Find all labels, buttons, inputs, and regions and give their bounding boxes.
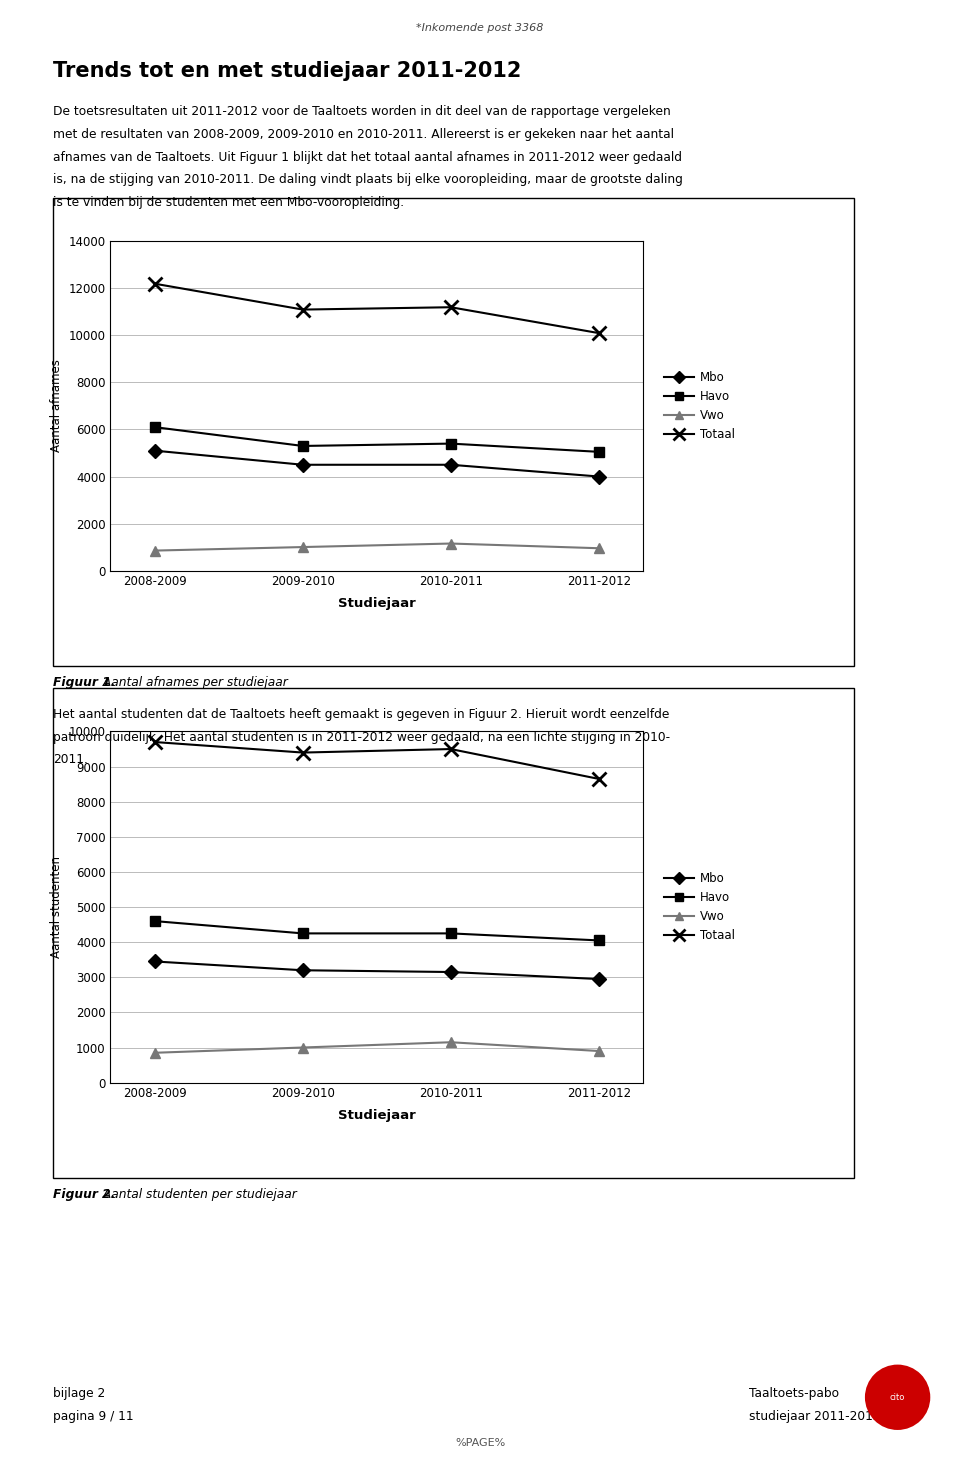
Mbo	[149, 952, 160, 970]
Totaal	[149, 733, 160, 751]
Text: %PAGE%: %PAGE%	[455, 1438, 505, 1448]
Havo	[149, 913, 160, 930]
Vwo	[149, 1045, 160, 1062]
Text: cito: cito	[890, 1393, 905, 1402]
Vwo	[149, 541, 160, 559]
Text: Aantal afnames per studiejaar: Aantal afnames per studiejaar	[99, 676, 288, 689]
X-axis label: Studiejaar: Studiejaar	[338, 1109, 416, 1122]
Mbo	[593, 970, 605, 988]
Totaal	[593, 325, 605, 342]
Vwo	[593, 540, 605, 557]
Vwo	[445, 535, 457, 553]
Text: Taaltoets-pabo: Taaltoets-pabo	[749, 1387, 839, 1400]
Vwo	[445, 1033, 457, 1050]
Text: Het aantal studenten dat de Taaltoets heeft gemaakt is gegeven in Figuur 2. Hier: Het aantal studenten dat de Taaltoets he…	[53, 708, 669, 721]
Vwo	[297, 1039, 308, 1056]
Line: Vwo: Vwo	[150, 1037, 604, 1058]
Totaal	[445, 298, 457, 316]
Text: is, na de stijging van 2010-2011. De daling vindt plaats bij elke vooropleiding,: is, na de stijging van 2010-2011. De dal…	[53, 173, 683, 186]
Text: patroon duidelijk. Het aantal studenten is in 2011-2012 weer gedaald, na een lic: patroon duidelijk. Het aantal studenten …	[53, 730, 670, 743]
Mbo	[149, 442, 160, 459]
Mbo	[445, 963, 457, 980]
Legend: Mbo, Havo, Vwo, Totaal: Mbo, Havo, Vwo, Totaal	[660, 366, 739, 446]
Mbo	[593, 468, 605, 486]
Text: met de resultaten van 2008-2009, 2009-2010 en 2010-2011. Allereerst is er gekeke: met de resultaten van 2008-2009, 2009-20…	[53, 127, 674, 140]
Line: Mbo: Mbo	[150, 957, 604, 985]
Mbo	[297, 456, 308, 474]
Havo	[593, 443, 605, 461]
Text: afnames van de Taaltoets. Uit Figuur 1 blijkt dat het totaal aantal afnames in 2: afnames van de Taaltoets. Uit Figuur 1 b…	[53, 151, 682, 164]
Text: Figuur 1.: Figuur 1.	[53, 676, 115, 689]
Vwo	[297, 538, 308, 556]
X-axis label: Studiejaar: Studiejaar	[338, 597, 416, 610]
Y-axis label: Aantal studenten: Aantal studenten	[50, 856, 63, 958]
Havo	[149, 418, 160, 436]
Text: De toetsresultaten uit 2011-2012 voor de Taaltoets worden in dit deel van de rap: De toetsresultaten uit 2011-2012 voor de…	[53, 105, 670, 119]
Havo	[445, 435, 457, 452]
Text: Figuur 2.: Figuur 2.	[53, 1188, 115, 1201]
Line: Vwo: Vwo	[150, 538, 604, 556]
Totaal	[593, 770, 605, 787]
Text: bijlage 2: bijlage 2	[53, 1387, 105, 1400]
Text: Trends tot en met studiejaar 2011-2012: Trends tot en met studiejaar 2011-2012	[53, 61, 521, 82]
Text: 2011.: 2011.	[53, 753, 87, 767]
Totaal	[445, 740, 457, 758]
Totaal	[297, 743, 308, 761]
Mbo	[297, 961, 308, 979]
Line: Totaal: Totaal	[148, 277, 606, 339]
Text: Aantal studenten per studiejaar: Aantal studenten per studiejaar	[99, 1188, 297, 1201]
Legend: Mbo, Havo, Vwo, Totaal: Mbo, Havo, Vwo, Totaal	[660, 868, 739, 947]
Line: Havo: Havo	[150, 916, 604, 945]
Line: Mbo: Mbo	[150, 446, 604, 481]
Text: studiejaar 2011-2012: studiejaar 2011-2012	[749, 1410, 880, 1423]
Havo	[593, 932, 605, 949]
Totaal	[149, 275, 160, 293]
Line: Totaal: Totaal	[148, 734, 606, 786]
Vwo	[593, 1042, 605, 1059]
Mbo	[445, 456, 457, 474]
Totaal	[297, 301, 308, 319]
Y-axis label: Aantal afnames: Aantal afnames	[50, 360, 62, 452]
Havo	[297, 437, 308, 455]
Text: *Inkomende post 3368: *Inkomende post 3368	[417, 23, 543, 34]
Text: is te vinden bij de studenten met een Mbo-vooropleiding.: is te vinden bij de studenten met een Mb…	[53, 196, 404, 209]
Havo	[445, 925, 457, 942]
Line: Havo: Havo	[150, 423, 604, 456]
Havo	[297, 925, 308, 942]
Text: pagina 9 / 11: pagina 9 / 11	[53, 1410, 133, 1423]
